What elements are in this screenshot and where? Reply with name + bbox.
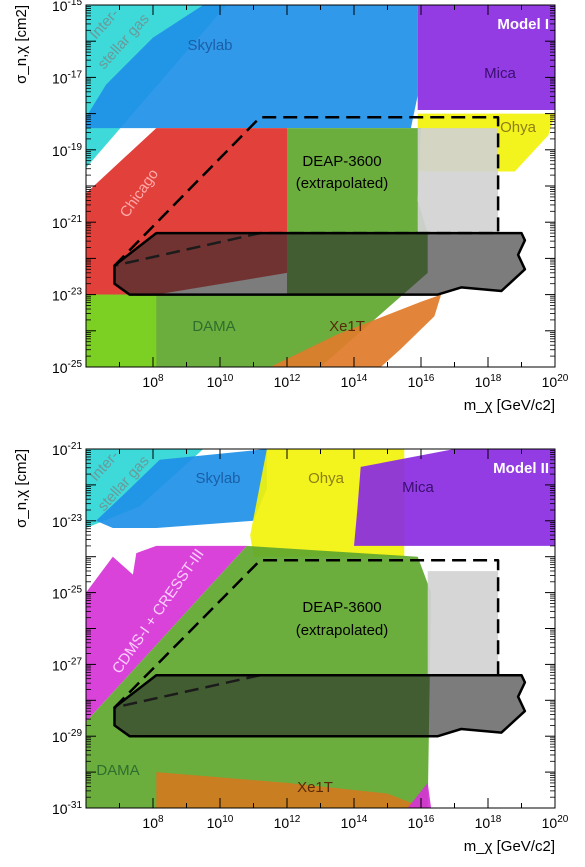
x-tick-label: 1020: [542, 814, 569, 831]
region-skylab: [86, 5, 418, 129]
x-tick-label: 1016: [408, 814, 435, 831]
region-label: Ohya: [500, 119, 537, 136]
y-axis-label: σ_n,χ [cm2]: [13, 5, 30, 84]
y-tick-label: 10-23: [52, 287, 82, 304]
region-label: DAMA: [192, 318, 235, 335]
region-xe1t: [156, 772, 425, 808]
region-label: Skylab: [187, 37, 232, 54]
y-tick-label: 10-27: [52, 656, 82, 673]
region-label: Mica: [402, 479, 434, 496]
region-mica: [417, 5, 555, 110]
y-tick-label: 10-23: [52, 513, 82, 530]
x-tick-label: 1010: [207, 814, 234, 831]
region-light-grey: [417, 128, 499, 234]
region-label: Xe1T: [297, 779, 333, 796]
x-tick-label: 1014: [341, 814, 368, 831]
outline-deap-3600: [113, 231, 527, 296]
region-label: DAMA: [96, 762, 139, 779]
region-xe1t: [270, 294, 442, 367]
model-label: Model I: [497, 16, 549, 33]
outline-deap-3600: [113, 673, 527, 738]
y-tick-label: 10-15: [52, 0, 82, 14]
y-tick-label: 10-19: [52, 142, 82, 159]
region-mica: [354, 449, 555, 546]
region-deap-3600-extrapolated-: [86, 128, 428, 367]
region-magenta-bottom: [407, 782, 432, 808]
region-label: DEAP-3600: [302, 153, 381, 170]
y-tick-label: 10-29: [52, 728, 82, 745]
x-tick-label: 1012: [274, 373, 301, 390]
panel-1: SkylabMicaOhyaChicagoDEAP-3600(extrapola…: [13, 0, 569, 414]
y-tick-label: 10-31: [52, 800, 82, 817]
region-skylab: [96, 449, 267, 528]
x-tick-label: 1018: [475, 814, 502, 831]
region-light-grey: [427, 571, 499, 676]
region-dama: [86, 294, 157, 367]
region-label: Skylab: [195, 470, 240, 487]
x-tick-label: 1018: [475, 373, 502, 390]
y-tick-label: 10-17: [52, 69, 82, 86]
x-tick-label: 1014: [341, 373, 368, 390]
x-tick-label: 1020: [542, 373, 569, 390]
y-axis-label: σ_n,χ [cm2]: [13, 449, 30, 528]
model-label: Model II: [493, 460, 549, 477]
x-axis-label: m_χ [GeV/c2]: [464, 397, 555, 414]
x-tick-label: 1010: [207, 373, 234, 390]
x-tick-label: 1012: [274, 814, 301, 831]
region-cdms-i-cresst-iii: [86, 545, 247, 722]
region-label: Ohya: [308, 470, 345, 487]
x-axis-label: m_χ [GeV/c2]: [464, 838, 555, 855]
y-tick-label: 10-25: [52, 359, 82, 376]
plot-area: SkylabMicaOhyaChicagoDEAP-3600(extrapola…: [86, 5, 555, 367]
region-label: Mica: [484, 65, 516, 82]
x-tick-label: 108: [142, 814, 164, 831]
region-label: (extrapolated): [296, 622, 389, 639]
region-label: (extrapolated): [296, 175, 389, 192]
y-tick-label: 10-25: [52, 585, 82, 602]
region-label: Xe1T: [329, 318, 365, 335]
y-tick-label: 10-21: [52, 441, 82, 458]
x-tick-label: 108: [142, 373, 164, 390]
x-tick-label: 1016: [408, 373, 435, 390]
region-label: DEAP-3600: [302, 599, 381, 616]
y-tick-label: 10-21: [52, 214, 82, 231]
